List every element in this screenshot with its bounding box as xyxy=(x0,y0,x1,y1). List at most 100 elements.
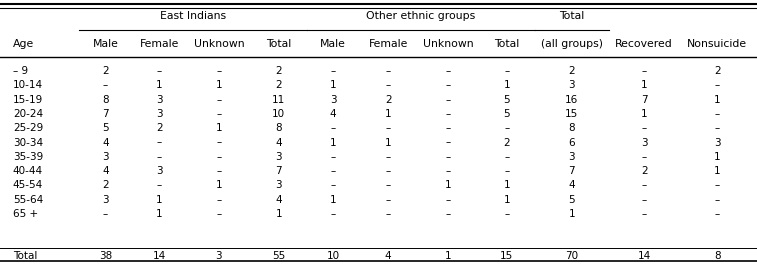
Text: 7: 7 xyxy=(102,109,109,119)
Text: 10: 10 xyxy=(273,109,285,119)
Text: 20-24: 20-24 xyxy=(13,109,43,119)
Text: 15: 15 xyxy=(565,109,578,119)
Text: –: – xyxy=(330,209,335,219)
Text: Female: Female xyxy=(139,39,179,49)
Text: 1: 1 xyxy=(216,80,222,90)
Text: –: – xyxy=(445,123,450,133)
Text: Unknown: Unknown xyxy=(194,39,245,49)
Text: 3: 3 xyxy=(276,180,282,190)
Text: –: – xyxy=(445,80,450,90)
Text: 3: 3 xyxy=(276,152,282,162)
Text: –: – xyxy=(385,152,391,162)
Text: 1: 1 xyxy=(714,152,721,162)
Text: –: – xyxy=(103,80,108,90)
Text: 1: 1 xyxy=(445,251,451,261)
Text: 7: 7 xyxy=(641,95,647,105)
Text: –: – xyxy=(642,66,646,76)
Text: 1: 1 xyxy=(216,180,222,190)
Text: –: – xyxy=(385,195,391,205)
Text: 65 +: 65 + xyxy=(13,209,38,219)
Text: 1: 1 xyxy=(714,166,721,176)
Text: 2: 2 xyxy=(385,95,391,105)
Text: –: – xyxy=(330,123,335,133)
Text: 1: 1 xyxy=(641,109,647,119)
Text: –: – xyxy=(217,137,222,147)
Text: 2: 2 xyxy=(102,66,109,76)
Text: 1: 1 xyxy=(330,137,336,147)
Text: 15: 15 xyxy=(500,251,513,261)
Text: 10: 10 xyxy=(326,251,340,261)
Text: –: – xyxy=(504,66,509,76)
Text: –: – xyxy=(217,95,222,105)
Text: –: – xyxy=(445,166,450,176)
Text: 10-14: 10-14 xyxy=(13,80,43,90)
Text: –: – xyxy=(504,209,509,219)
Text: –: – xyxy=(330,66,335,76)
Text: 3: 3 xyxy=(102,195,109,205)
Text: 2: 2 xyxy=(156,123,163,133)
Text: 3: 3 xyxy=(216,251,222,261)
Text: Male: Male xyxy=(92,39,118,49)
Text: –: – xyxy=(445,137,450,147)
Text: –: – xyxy=(445,195,450,205)
Text: –: – xyxy=(330,180,335,190)
Text: –: – xyxy=(157,66,162,76)
Text: 2: 2 xyxy=(569,66,575,76)
Text: 1: 1 xyxy=(641,80,647,90)
Text: 1: 1 xyxy=(330,80,336,90)
Text: 4: 4 xyxy=(385,251,391,261)
Text: 1: 1 xyxy=(385,137,391,147)
Text: 1: 1 xyxy=(385,109,391,119)
Text: –: – xyxy=(715,109,720,119)
Text: Total: Total xyxy=(494,39,519,49)
Text: 15-19: 15-19 xyxy=(13,95,43,105)
Text: –: – xyxy=(330,152,335,162)
Text: –: – xyxy=(642,209,646,219)
Text: Recovered: Recovered xyxy=(615,39,673,49)
Text: 45-54: 45-54 xyxy=(13,180,43,190)
Text: –: – xyxy=(445,66,450,76)
Text: 1: 1 xyxy=(276,209,282,219)
Text: Unknown: Unknown xyxy=(422,39,473,49)
Text: Total: Total xyxy=(13,251,37,261)
Text: –: – xyxy=(330,166,335,176)
Text: 35-39: 35-39 xyxy=(13,152,43,162)
Text: –: – xyxy=(642,180,646,190)
Text: –: – xyxy=(385,66,391,76)
Text: –: – xyxy=(217,66,222,76)
Text: –: – xyxy=(715,180,720,190)
Text: –: – xyxy=(642,123,646,133)
Text: 1: 1 xyxy=(503,80,510,90)
Text: 38: 38 xyxy=(99,251,112,261)
Text: –: – xyxy=(385,166,391,176)
Text: 8: 8 xyxy=(569,123,575,133)
Text: 2: 2 xyxy=(641,166,647,176)
Text: –: – xyxy=(504,152,509,162)
Text: 4: 4 xyxy=(102,137,109,147)
Text: Other ethnic groups: Other ethnic groups xyxy=(366,11,475,21)
Text: 14: 14 xyxy=(153,251,166,261)
Text: 3: 3 xyxy=(156,109,163,119)
Text: Age: Age xyxy=(13,39,34,49)
Text: 1: 1 xyxy=(714,95,721,105)
Text: 2: 2 xyxy=(714,66,721,76)
Text: 7: 7 xyxy=(276,166,282,176)
Text: 3: 3 xyxy=(102,152,109,162)
Text: –: – xyxy=(445,109,450,119)
Text: 1: 1 xyxy=(216,123,222,133)
Text: –: – xyxy=(157,180,162,190)
Text: 1: 1 xyxy=(503,180,510,190)
Text: 3: 3 xyxy=(714,137,721,147)
Text: 16: 16 xyxy=(565,95,578,105)
Text: 2: 2 xyxy=(276,66,282,76)
Text: –: – xyxy=(217,209,222,219)
Text: 3: 3 xyxy=(569,152,575,162)
Text: Male: Male xyxy=(320,39,346,49)
Text: 8: 8 xyxy=(276,123,282,133)
Text: –: – xyxy=(385,209,391,219)
Text: 2: 2 xyxy=(276,80,282,90)
Text: 2: 2 xyxy=(503,137,510,147)
Text: 3: 3 xyxy=(156,95,163,105)
Text: –: – xyxy=(103,209,108,219)
Text: –: – xyxy=(445,209,450,219)
